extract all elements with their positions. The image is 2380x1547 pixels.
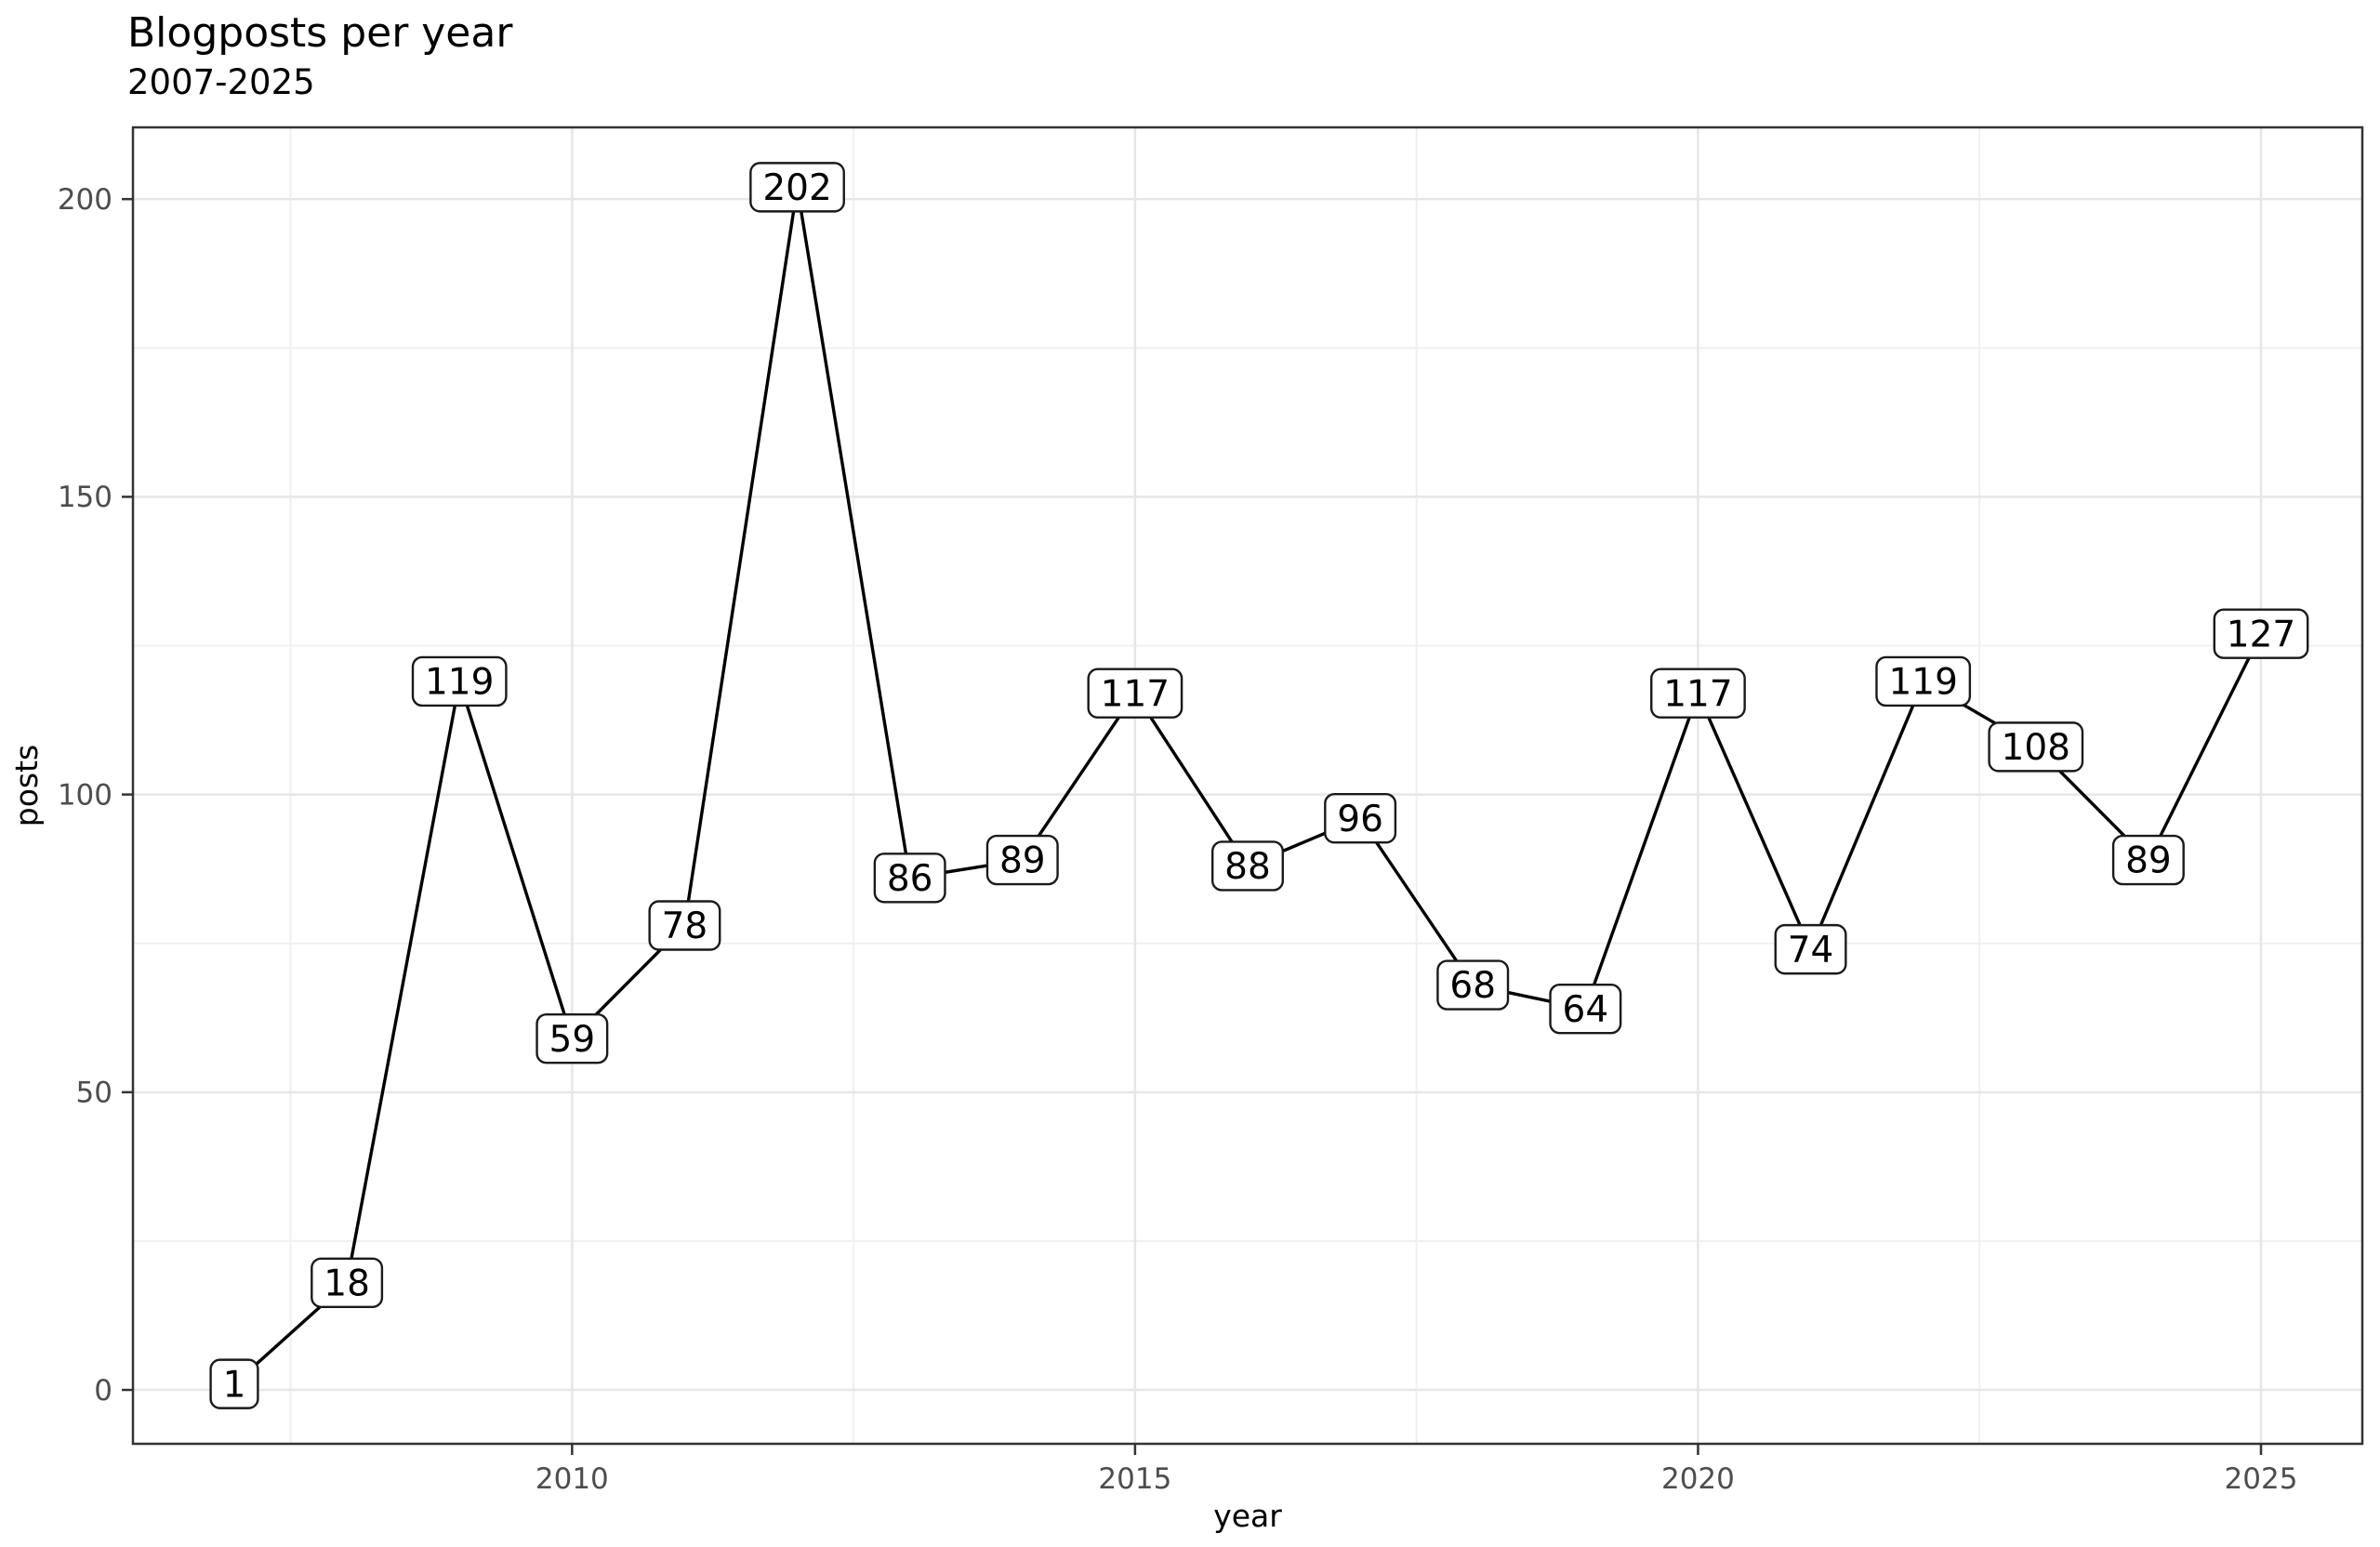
data-label-box <box>411 655 508 707</box>
data-label-text: 202 <box>762 167 831 209</box>
y-tick-label: 150 <box>58 481 112 514</box>
chart-subtitle: 2007-2025 <box>127 62 315 102</box>
data-label-box <box>648 900 721 951</box>
chart-title: Blogposts per year <box>127 9 513 57</box>
data-label-box <box>536 1012 609 1064</box>
data-label-text: 59 <box>549 1019 596 1061</box>
data-label-box <box>311 1257 384 1308</box>
data-label-box <box>873 853 946 904</box>
data-label-box <box>1774 923 1847 975</box>
data-label-box <box>1875 655 1972 707</box>
x-tick-label: 2010 <box>536 1462 609 1496</box>
data-label-box <box>1210 840 1284 892</box>
data-label-box <box>1087 668 1183 719</box>
data-label-box <box>2111 834 2185 886</box>
data-label-text: 89 <box>2125 840 2172 882</box>
data-label-text: 127 <box>2227 614 2295 655</box>
data-label-text: 96 <box>1337 799 1383 840</box>
data-label-box <box>1650 668 1746 719</box>
data-label-box <box>749 162 845 213</box>
data-label-text: 78 <box>662 906 708 947</box>
data-label-text: 117 <box>1101 673 1170 715</box>
data-label-text: 119 <box>425 662 494 704</box>
data-label-text: 119 <box>1888 662 1957 704</box>
data-label-text: 18 <box>324 1263 370 1304</box>
data-label-text: 74 <box>1788 930 1834 972</box>
x-tick-label: 2020 <box>1661 1462 1735 1496</box>
data-label-text: 64 <box>1563 989 1609 1031</box>
data-label-box <box>1324 793 1397 844</box>
y-axis-title: posts <box>8 745 45 826</box>
data-label-box <box>209 1358 259 1409</box>
y-tick-label: 50 <box>76 1077 112 1110</box>
data-label-box <box>1988 721 2084 773</box>
data-label-text: 117 <box>1663 673 1732 715</box>
data-label-box <box>1436 959 1510 1011</box>
x-axis-title: year <box>1213 1498 1282 1534</box>
panel-border <box>131 126 2364 1446</box>
x-tick-label: 2015 <box>1098 1462 1171 1496</box>
data-label-text: 88 <box>1224 846 1271 888</box>
y-tick-label: 0 <box>94 1374 112 1408</box>
data-label-box <box>2213 608 2309 659</box>
y-tick-label: 200 <box>58 183 112 217</box>
x-tick-label: 2025 <box>2225 1462 2298 1496</box>
data-label-text: 68 <box>1449 965 1496 1007</box>
data-label-text: 108 <box>2002 727 2070 769</box>
y-tick-label: 100 <box>58 778 112 812</box>
data-label-text: 89 <box>999 840 1046 882</box>
data-label-box <box>985 834 1059 886</box>
panel-background <box>133 127 2362 1444</box>
data-label-text: 86 <box>887 858 933 900</box>
data-label-text: 1 <box>223 1364 246 1406</box>
data-label-box <box>1549 983 1622 1035</box>
